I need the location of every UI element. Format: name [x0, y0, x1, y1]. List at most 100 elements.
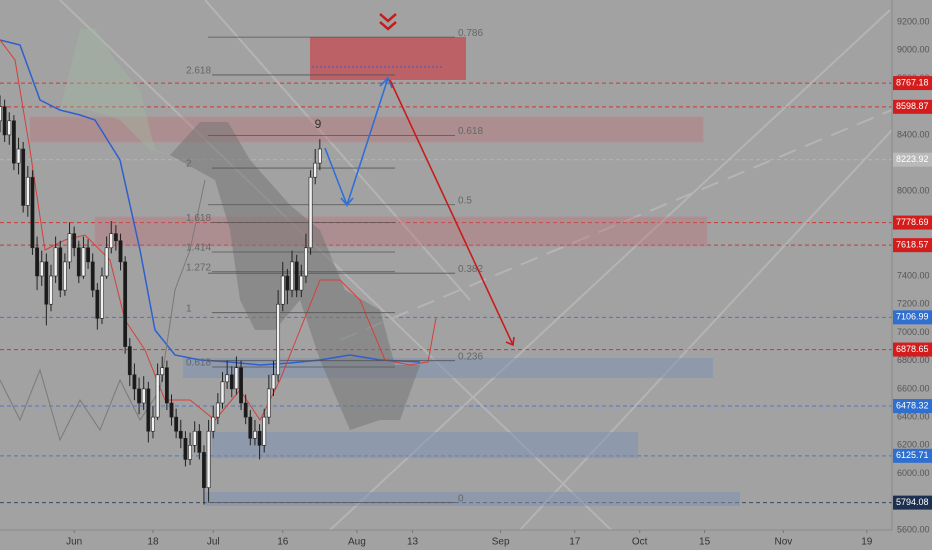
candle-body [62, 261, 67, 291]
baseline [0, 39, 421, 366]
x-tick-label: 17 [569, 537, 581, 548]
candle-body [49, 275, 53, 305]
candle-body [164, 367, 169, 404]
candle-body [229, 374, 234, 390]
fib-label: 1.618 [186, 213, 211, 224]
level-label: 7106.99 [896, 312, 929, 322]
candle-body [118, 240, 123, 263]
fib-label: 2.618 [186, 66, 211, 77]
candles [0, 95, 322, 505]
candle-body [137, 388, 141, 404]
candle-body [294, 261, 299, 291]
level-badge [893, 399, 932, 414]
trend-line [204, 0, 471, 301]
candle-body [183, 437, 188, 460]
candle-body [72, 233, 77, 249]
y-tick-label: 7200.00 [897, 299, 930, 309]
candle-body [248, 416, 253, 439]
candle-body [7, 120, 12, 136]
candle-body [113, 233, 118, 242]
trend-line [339, 109, 893, 341]
fib-label: 0.618 [458, 126, 483, 137]
level-badge [893, 448, 932, 463]
candle-body [76, 247, 81, 277]
candle-body [2, 106, 7, 136]
candle-body [0, 106, 2, 122]
zone [29, 116, 704, 143]
candle-body [127, 346, 132, 376]
x-tick-label: Aug [348, 537, 366, 548]
fib-label: 0.618 [186, 358, 211, 369]
candle-body [206, 430, 211, 488]
annotation: 9 [315, 117, 322, 131]
fib-label: 0.786 [458, 28, 483, 39]
red-path [389, 79, 514, 346]
candle-body [53, 247, 58, 277]
candle-body [188, 445, 192, 460]
candle-body [169, 402, 174, 418]
x-tick-label: Sep [492, 537, 510, 548]
candle-body [160, 367, 165, 376]
y-tick-label: 9000.00 [897, 45, 930, 55]
level-label: 7618.57 [896, 240, 929, 250]
candle-body [239, 367, 243, 404]
y-tick-label: 9200.00 [897, 16, 930, 26]
candle-body [215, 402, 220, 418]
grid [0, 82, 892, 504]
zones [29, 37, 740, 506]
candle-body [151, 416, 155, 432]
fibonacci: 0.786 0.618 0.5 0.382 0.236 0 2.618 2 1.618 1.414… [186, 28, 483, 505]
fib-label: 1.272 [186, 262, 211, 273]
zone [94, 216, 708, 247]
candle-body [16, 148, 21, 164]
candle-body [123, 261, 128, 347]
level-badge [893, 215, 932, 230]
candle-body [95, 289, 100, 319]
candle-body [44, 261, 49, 305]
x-tick-label: 15 [699, 537, 711, 548]
candle-body [211, 416, 216, 432]
candle-body [39, 261, 44, 277]
candle-body [67, 233, 72, 263]
y-tick-label: 7000.00 [897, 327, 930, 337]
axes: 9200.009000.008800.008400.008200.008000.… [66, 16, 932, 548]
level-badge [893, 238, 932, 253]
candle-body [308, 176, 313, 249]
candle-body [109, 233, 114, 249]
fib-label: 2 [186, 159, 192, 170]
candle-body [197, 430, 202, 453]
arrows [324, 13, 515, 347]
x-tick-label: 16 [277, 537, 289, 548]
chevron [379, 13, 397, 23]
x-tick-label: Oct [632, 537, 648, 548]
candle-body [141, 388, 146, 404]
level-badge [893, 76, 932, 91]
candle-body [317, 148, 322, 164]
level-badge [893, 99, 932, 114]
level-badge [893, 342, 932, 357]
candle-body [174, 416, 179, 432]
level-badge [893, 495, 932, 510]
y-tick-label: 5600.00 [897, 524, 930, 534]
candle-body [155, 374, 160, 418]
fib-label: 1 [186, 303, 192, 314]
level-label: 6878.65 [896, 344, 929, 354]
level-label: 8223.92 [896, 154, 929, 164]
candle-body [225, 374, 230, 383]
y-tick-label: 8400.00 [897, 129, 930, 139]
level-badge [893, 310, 932, 325]
arrow-head [505, 336, 515, 347]
candle-body [58, 247, 63, 291]
y-tick-label: 6400.00 [897, 411, 930, 421]
candle-body [132, 374, 137, 390]
candle-body [100, 275, 104, 319]
candle-body [313, 162, 318, 178]
y-tick-label: 7400.00 [897, 270, 930, 280]
candle-body [266, 388, 271, 418]
trend-line [59, 0, 633, 550]
candle-body [243, 402, 248, 418]
candle-body [25, 176, 30, 206]
level-badge [893, 152, 932, 167]
x-tick-label: 13 [407, 537, 419, 548]
